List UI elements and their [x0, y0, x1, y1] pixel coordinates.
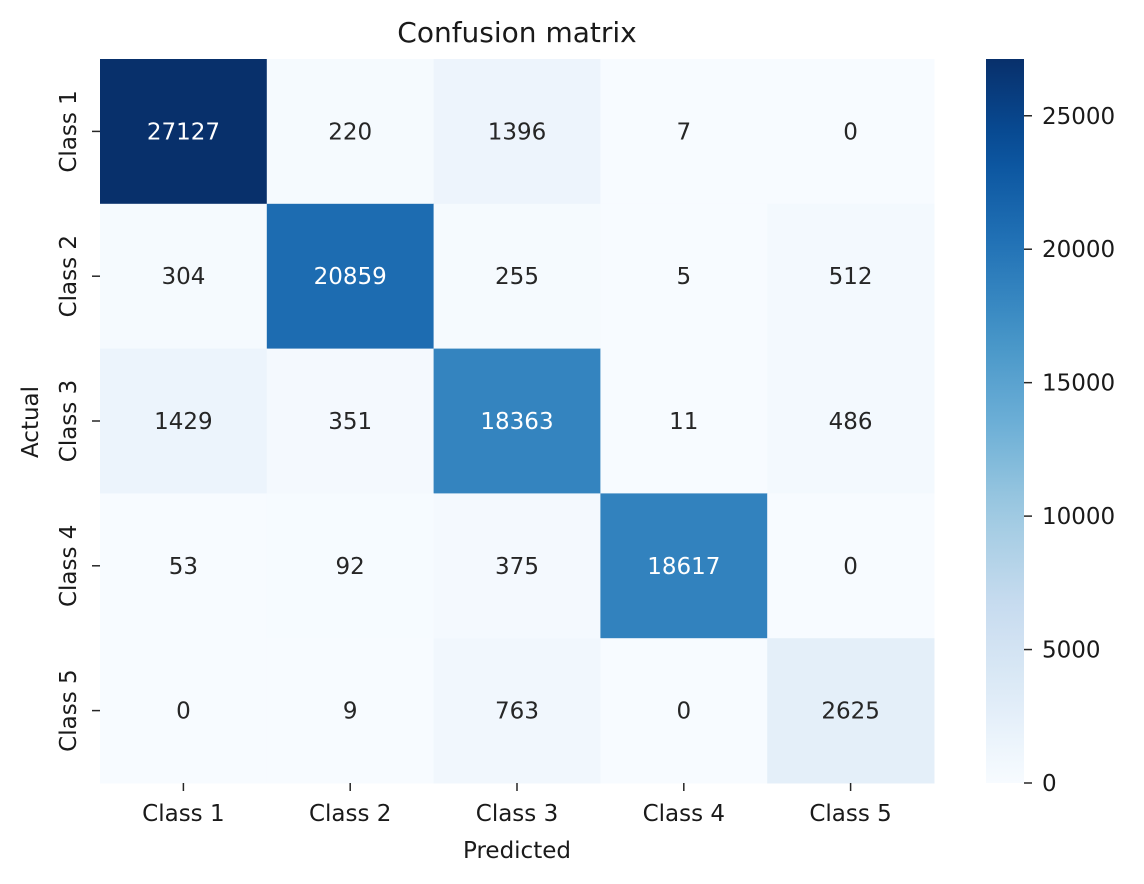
- heatmap-cell: [767, 638, 935, 784]
- x-axis-label: Predicted: [463, 838, 571, 864]
- cell-value-label: 9: [343, 699, 358, 725]
- cell-value-label: 11: [669, 409, 698, 435]
- cell-value-label: 255: [495, 264, 539, 290]
- heatmap-cell: [600, 348, 768, 494]
- cell-value-label: 1429: [154, 409, 213, 435]
- y-axis-ticks: Class 1 Class 2 Class 3 Class 4 Class 5: [56, 90, 100, 752]
- cell-value-label: 0: [176, 699, 191, 725]
- y-tick-label: Class 5: [56, 669, 82, 751]
- heatmap-cell: [433, 59, 601, 205]
- heatmap-cell: [100, 638, 268, 784]
- heatmap-cell: [600, 203, 768, 350]
- heatmap-cell: [767, 493, 935, 639]
- colorbar-ticks: 0 5000 10000 15000 20000 25000: [1024, 104, 1115, 797]
- y-tick-label: Class 3: [56, 380, 82, 462]
- cell-value-label: 351: [328, 409, 372, 435]
- colorbar: [986, 59, 1024, 783]
- y-tick-label: Class 4: [56, 525, 82, 607]
- cell-value-label: 512: [829, 264, 873, 290]
- heatmap-cell: [433, 348, 601, 494]
- cell-value-label: 375: [495, 554, 539, 580]
- heatmap-cell: [600, 493, 768, 639]
- cell-value-label: 220: [328, 119, 372, 145]
- cell-value-label: 18363: [480, 409, 553, 435]
- heatmap-cell: [266, 203, 435, 350]
- heatmap-cell: [266, 493, 435, 639]
- cell-value-label: 7: [676, 119, 691, 145]
- cell-value-label: 304: [161, 264, 205, 290]
- heatmap-cell-labels: 27127 220 1396 7 0 304 20859 255 5 512 1429 351 1836…: [147, 119, 880, 724]
- colorbar-tick-label: 20000: [1042, 237, 1115, 263]
- cell-value-label: 486: [829, 409, 873, 435]
- heatmap-cell: [100, 493, 268, 639]
- colorbar-tick-label: 0: [1042, 771, 1057, 797]
- y-axis-label: Actual: [18, 386, 44, 458]
- heatmap-cell: [100, 203, 268, 350]
- heatmap-cell: [767, 203, 935, 350]
- heatmap-cell: [266, 348, 435, 494]
- cell-value-label: 763: [495, 699, 539, 725]
- colorbar-tick-label: 25000: [1042, 104, 1115, 130]
- cell-value-label: 18617: [647, 554, 720, 580]
- heatmap-cell: [600, 59, 768, 205]
- cell-value-label: 2625: [821, 699, 880, 725]
- heatmap-cell: [433, 203, 601, 350]
- cell-value-label: 27127: [147, 119, 220, 145]
- cell-value-label: 92: [336, 554, 365, 580]
- x-tick-label: Class 1: [142, 801, 224, 827]
- x-tick-label: Class 3: [476, 801, 558, 827]
- cell-value-label: 1396: [488, 119, 547, 145]
- heatmap-cell: [266, 59, 435, 205]
- colorbar-tick-label: 5000: [1042, 638, 1101, 664]
- heatmap-cell: [100, 348, 268, 494]
- cell-value-label: 0: [843, 119, 858, 145]
- cell-value-label: 53: [169, 554, 198, 580]
- cell-value-label: 0: [676, 699, 691, 725]
- colorbar-tick-label: 15000: [1042, 371, 1115, 397]
- heatmap-cell: [433, 493, 601, 639]
- heatmap-cells: [100, 59, 935, 784]
- cell-value-label: 20859: [314, 264, 387, 290]
- colorbar-tick-label: 10000: [1042, 504, 1115, 530]
- heatmap-cell: [767, 59, 935, 205]
- heatmap-cell: [100, 59, 268, 205]
- heatmap-cell: [600, 638, 768, 784]
- heatmap-cell: [433, 638, 601, 784]
- heatmap-cell: [767, 348, 935, 494]
- x-tick-label: Class 4: [643, 801, 725, 827]
- cell-value-label: 0: [843, 554, 858, 580]
- x-tick-label: Class 5: [809, 801, 891, 827]
- x-axis-ticks: Class 1 Class 2 Class 3 Class 4 Class 5: [142, 783, 892, 827]
- heatmap-cell: [266, 638, 435, 784]
- y-tick-label: Class 2: [56, 235, 82, 317]
- y-tick-label: Class 1: [56, 90, 82, 172]
- x-tick-label: Class 2: [309, 801, 391, 827]
- cell-value-label: 5: [676, 264, 691, 290]
- chart-title: Confusion matrix: [397, 16, 636, 49]
